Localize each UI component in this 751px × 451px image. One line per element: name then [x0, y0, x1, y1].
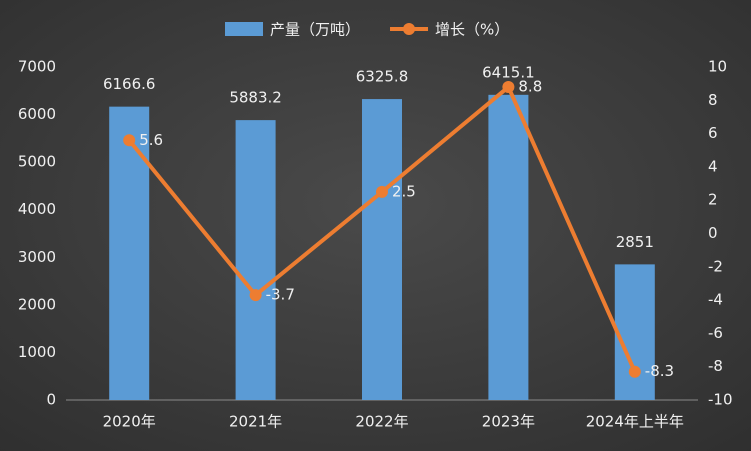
legend-label: 增长（%）	[435, 21, 509, 39]
bar-value-label: 2851	[616, 233, 654, 251]
y2-tick-label: -6	[708, 324, 723, 342]
line-point	[376, 185, 388, 198]
line-value-label: 2.5	[392, 182, 416, 200]
x-tick-label: 2024年上半年	[586, 413, 684, 431]
y-tick-label: 5000	[18, 153, 56, 171]
legend-swatch	[225, 22, 263, 36]
bar-value-label: 6325.8	[356, 68, 409, 86]
line-point	[628, 365, 641, 378]
line-point	[502, 80, 515, 93]
line-point	[249, 289, 262, 302]
bar-value-label: 5883.2	[229, 89, 282, 107]
y-tick-label: 4000	[18, 200, 56, 218]
y-tick-label: 2000	[18, 295, 56, 313]
bar-value-label: 6415.1	[482, 63, 535, 81]
y-tick-label: 1000	[18, 343, 56, 361]
bar	[109, 106, 150, 400]
y2-tick-label: -10	[708, 391, 733, 409]
bar	[362, 99, 402, 400]
x-tick-label: 2023年	[482, 413, 535, 431]
y-tick-label: 3000	[18, 248, 56, 266]
line-value-label: 5.6	[139, 131, 163, 149]
y2-tick-label: -2	[708, 257, 723, 275]
bar-value-label: 6166.6	[103, 75, 156, 93]
y2-tick-label: 10	[708, 58, 727, 76]
legend-swatch	[403, 23, 416, 35]
line-point	[123, 134, 136, 147]
x-tick-label: 2020年	[103, 413, 156, 431]
bar	[235, 120, 276, 400]
y2-tick-label: 8	[708, 91, 718, 109]
bar	[488, 94, 529, 401]
y2-tick-label: -4	[708, 291, 723, 309]
y-tick-label: 0	[46, 391, 56, 409]
line-value-label: -3.7	[266, 286, 295, 304]
legend-label: 产量（万吨）	[270, 21, 360, 39]
x-tick-label: 2022年	[355, 413, 408, 431]
line-value-label: -8.3	[645, 362, 674, 380]
y-tick-label: 6000	[18, 105, 56, 123]
y2-tick-label: 6	[708, 124, 718, 142]
y2-tick-label: 0	[708, 224, 718, 242]
y-tick-label: 7000	[18, 58, 56, 76]
y2-tick-label: 2	[708, 191, 718, 209]
x-tick-label: 2021年	[229, 413, 282, 431]
y2-tick-label: 4	[708, 157, 718, 175]
line-value-label: 8.8	[518, 77, 542, 95]
y2-tick-label: -8	[708, 357, 723, 375]
